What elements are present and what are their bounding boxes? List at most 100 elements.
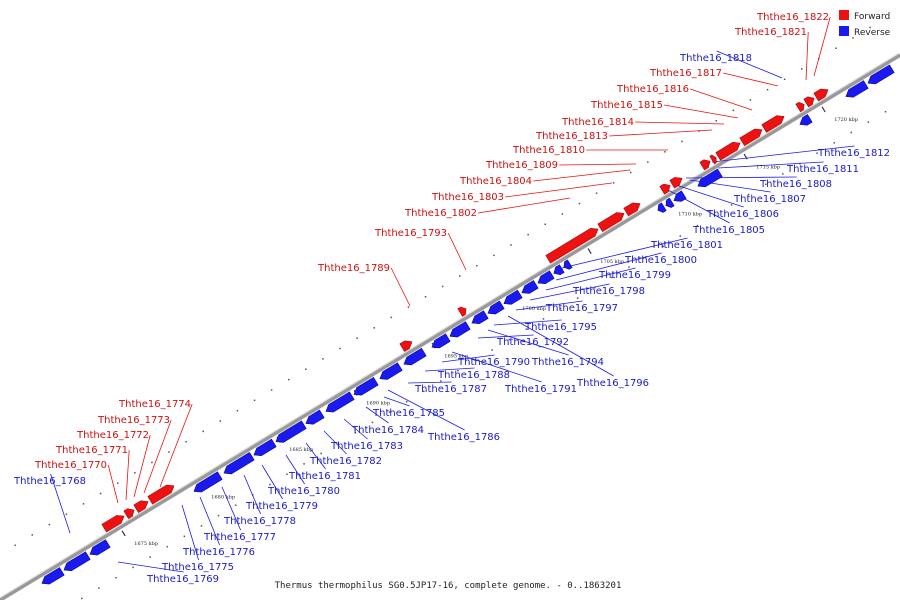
gene-feature-fwd-s	[813, 88, 829, 102]
grid-dot	[424, 296, 427, 298]
gene-label-Ththe16_1789: Ththe16_1789	[317, 263, 390, 274]
gene-label-Ththe16_1772: Ththe16_1772	[76, 430, 149, 441]
grid-dot	[99, 492, 102, 495]
grid-dot	[747, 193, 750, 196]
grid-dot	[253, 399, 256, 402]
gene-feature-rev-j	[353, 376, 379, 396]
legend-forward-swatch	[839, 10, 849, 20]
gene-label-Ththe16_1822: Ththe16_1822	[756, 12, 829, 23]
gene-label-Ththe16_1774: Ththe16_1774	[118, 399, 191, 410]
leader-line	[261, 464, 283, 500]
leader-line	[487, 329, 569, 356]
gene-feature-rev-n	[449, 321, 471, 338]
leader-line	[690, 88, 753, 111]
grid-dot	[611, 276, 613, 279]
grid-dot	[115, 576, 117, 579]
leader-line	[243, 474, 261, 515]
gene-label-Ththe16_1790: Ththe16_1790	[457, 357, 530, 368]
leader-line	[529, 283, 610, 301]
grid-dot	[664, 151, 666, 153]
gene-feature-fwd-j	[659, 183, 671, 195]
leader-line	[717, 161, 824, 169]
grid-dot	[236, 409, 239, 412]
leader-line	[365, 406, 389, 424]
grid-dot	[816, 152, 818, 154]
leader-line	[424, 367, 475, 372]
gene-feature-fwd-q	[795, 101, 805, 113]
gene-feature-rev-q	[503, 289, 523, 305]
gene-label-Ththe16_1778: Ththe16_1778	[223, 516, 296, 527]
grid-dot	[493, 254, 495, 257]
grid-dot	[730, 204, 733, 206]
grid-dot	[867, 121, 870, 123]
leader-line	[323, 430, 347, 455]
grid-dot	[371, 421, 374, 424]
leader-line	[407, 381, 452, 384]
gene-feature-rev-s	[537, 270, 555, 285]
gene-label-Ththe16_1818: Ththe16_1818	[679, 53, 752, 64]
gene-feature-rev-a	[41, 567, 65, 585]
gene-label-Ththe16_1813: Ththe16_1813	[535, 131, 608, 142]
gene-label-Ththe16_1779: Ththe16_1779	[245, 501, 318, 512]
grid-dot	[628, 266, 630, 268]
grid-dot	[407, 306, 410, 308]
leader-line	[805, 31, 809, 81]
grid-dot	[65, 513, 68, 515]
leader-line	[143, 419, 172, 494]
leader-line	[343, 418, 368, 440]
genome-backbone	[0, 52, 900, 600]
gene-feature-rev-t	[553, 264, 565, 276]
grid-dot	[320, 452, 322, 455]
scale-tick-label: 1700 kbp	[522, 306, 546, 312]
grid-dot	[715, 119, 717, 122]
grid-dot	[852, 37, 854, 39]
grid-dot	[423, 390, 425, 393]
leader-line	[285, 454, 305, 485]
leader-line	[305, 442, 326, 470]
leader-line	[159, 403, 193, 488]
grid-dot	[98, 587, 100, 589]
grid-dot	[884, 111, 887, 113]
gene-label-Ththe16_1775: Ththe16_1775	[161, 562, 234, 573]
gene-feature-fwd-o	[739, 128, 763, 147]
gene-label-Ththe16_1816: Ththe16_1816	[616, 84, 689, 95]
gene-labels: Ththe16_1770 Ththe16_1771 Ththe16_1772 Thth…	[13, 12, 890, 585]
gene-label-Ththe16_1807: Ththe16_1807	[733, 194, 806, 205]
gene-feature-rev-h	[305, 409, 325, 425]
grid-dot	[732, 109, 735, 112]
gene-feature-rev-aa	[845, 80, 869, 98]
scale-tick-label: 1680 kbp	[211, 494, 235, 500]
scale-tick-label: 1675 kbp	[134, 541, 158, 547]
gene-feature-rev-l	[403, 347, 427, 366]
gene-feature-fwd-l	[699, 159, 711, 171]
grid-dot	[270, 389, 273, 391]
grid-dot	[48, 523, 51, 526]
leader-line	[635, 121, 725, 125]
grid-dot	[373, 327, 375, 329]
grid-dot	[491, 349, 493, 351]
grid-dot	[269, 483, 271, 486]
leader-line	[50, 473, 71, 534]
gene-feature-fwd-g	[545, 228, 599, 264]
legend: Forward Reverse	[839, 10, 891, 38]
gene-label-Ththe16_1782: Ththe16_1782	[309, 456, 382, 467]
grid-dot	[696, 224, 699, 227]
grid-dot	[81, 597, 83, 600]
grid-dot	[457, 369, 459, 372]
leader-line	[723, 72, 779, 87]
leader-line	[515, 300, 583, 311]
gene-label-Ththe16_1785: Ththe16_1785	[372, 408, 445, 419]
grid-dot	[388, 411, 391, 413]
gene-features	[41, 64, 895, 585]
leader-line	[533, 169, 631, 182]
gene-label-Ththe16_1793: Ththe16_1793	[374, 228, 447, 239]
grid-dot	[542, 318, 545, 320]
grid-dot	[800, 68, 803, 70]
grid-dot	[82, 503, 85, 505]
leader-line	[125, 449, 130, 501]
gene-label-Ththe16_1776: Ththe16_1776	[182, 547, 255, 558]
grid-dot	[561, 213, 564, 215]
leader-line	[477, 334, 534, 339]
gene-feature-rev-y	[697, 168, 723, 188]
gene-label-Ththe16_1771: Ththe16_1771	[55, 445, 128, 456]
